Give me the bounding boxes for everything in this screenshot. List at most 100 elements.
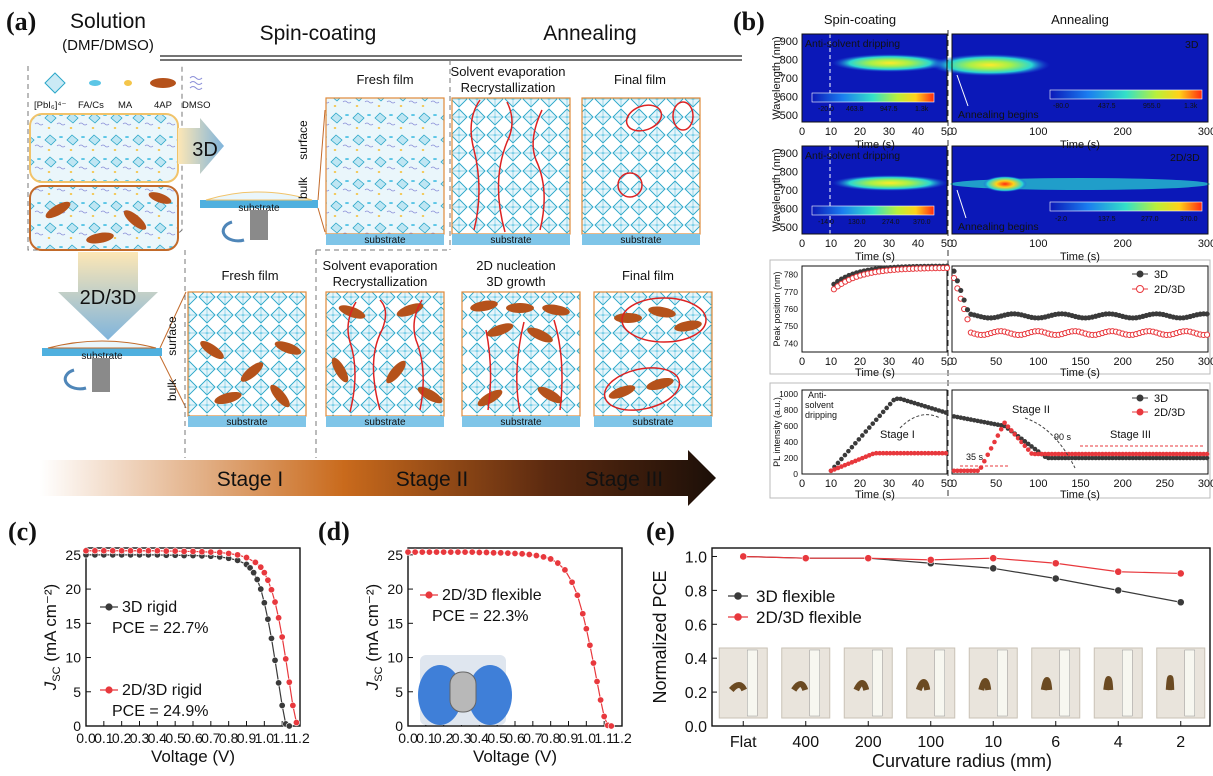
bend-ruler-3 — [934, 649, 945, 717]
spin-coater-3d: substrate — [200, 109, 326, 243]
pl-point-2d3d — [1009, 428, 1014, 433]
panel-d-label: (d) — [318, 517, 350, 546]
plot-d-point — [497, 549, 505, 557]
row2-nuc-substrate — [462, 416, 580, 427]
plot-c-point — [118, 547, 126, 555]
pl-point-2d3d — [915, 450, 921, 456]
pl-point-3d — [1130, 455, 1136, 461]
peak-point-2d3d — [1203, 331, 1211, 338]
e-xlabel: Curvature radius (mm) — [872, 751, 1052, 771]
row1-evap-title-1: Solvent evaporation — [451, 64, 566, 79]
pl-point-2d3d — [870, 451, 876, 457]
map1-anneal-emission — [930, 54, 1050, 76]
pl-point-2d3d — [1039, 451, 1045, 457]
plot-c-ytick-label: 15 — [65, 615, 81, 631]
e-xtick-label: 100 — [917, 734, 944, 751]
legend-facs: FA/Cs — [78, 100, 104, 111]
map2-spin-xlabel: Time (s) — [855, 251, 895, 263]
map2-cbl-0: -14.0 — [818, 219, 834, 226]
row1-surface-label: surface — [296, 120, 310, 160]
plot-d-point — [454, 548, 462, 556]
peak-point-3d — [1204, 311, 1210, 317]
pl-90s: 90 s — [1054, 432, 1072, 442]
plot-c-point — [246, 564, 254, 572]
plot-c-point — [271, 656, 279, 664]
plot-c-ytick-label: 10 — [65, 650, 81, 666]
map1-ytick: 700 — [780, 73, 798, 85]
plot-c-ytick-label: 25 — [65, 547, 81, 563]
pl-point-2d3d — [856, 457, 862, 462]
map1-cbl-3: 1.3k — [915, 106, 929, 113]
plot-c-legend-name: 3D rigid — [122, 599, 177, 616]
pl-spin-xlabel: Time (s) — [855, 489, 895, 501]
plot-c-point — [260, 569, 268, 577]
map2-ytick: 800 — [780, 167, 798, 179]
e-point — [1176, 569, 1185, 578]
map2-spin-xtick: 10 — [825, 238, 837, 250]
pl-35s: 35 s — [966, 452, 984, 462]
bent-device — [449, 671, 477, 713]
peak-points — [830, 263, 1211, 339]
pl-point-2d3d — [1032, 451, 1038, 457]
row1-evap-title-2: Recrystallization — [461, 80, 556, 95]
plot-c-point — [285, 678, 293, 686]
pl-point-2d3d — [842, 462, 848, 468]
plot-c-point — [257, 563, 265, 571]
map1-cbr-1: 437.5 — [1098, 103, 1116, 110]
pl-legend-2d3d: 2D/3D — [1154, 407, 1185, 419]
map1-colorbar-right-ticks: -80.0 437.5 955.0 1.3k — [1053, 103, 1198, 110]
map2-spin-xtick: 30 — [883, 238, 895, 250]
pl-point-2d3d — [1177, 451, 1183, 457]
e-point — [801, 554, 810, 563]
plot-d-point — [504, 549, 512, 557]
pl-point-2d3d — [1150, 451, 1156, 457]
pl-point-3d — [1073, 455, 1078, 461]
pl-point-2d3d — [839, 464, 844, 469]
pl-point-3d — [943, 410, 949, 415]
pl-point-2d3d — [884, 450, 889, 456]
pl-point-3d — [919, 402, 924, 408]
pl-point-3d — [1143, 455, 1149, 461]
bend-ruler-7 — [1184, 649, 1195, 717]
header-spin-coating: Spin-coating — [260, 22, 377, 45]
legend-ma: MA — [118, 100, 133, 111]
e-series-line — [743, 555, 1181, 575]
pl-stage2: Stage II — [1012, 404, 1050, 416]
map1-ytick: 600 — [780, 92, 798, 104]
plot-c-legend-pce: PCE = 22.7% — [112, 620, 209, 637]
pl-point-2d3d — [1184, 451, 1190, 457]
pl-spin-xtick: 30 — [883, 478, 895, 490]
pl-point-2d3d — [1106, 451, 1112, 457]
pl-point-3d — [1133, 455, 1139, 461]
pl-point-3d — [915, 401, 921, 407]
map1-anneal-xlabel: Time (s) — [1060, 139, 1100, 151]
bend-photo-5 — [1031, 647, 1081, 719]
bend-photo-3 — [906, 647, 956, 719]
bend-sample-7 — [1165, 675, 1175, 691]
pl-point-3d — [842, 452, 848, 458]
pl-point-3d — [1187, 455, 1193, 461]
bend-photo-2 — [843, 647, 893, 719]
peak-point-2d3d — [943, 264, 951, 272]
row1-final-defect-2 — [672, 101, 694, 131]
pl-intensity-plot: 3D 2D/3D Anti- solvent dripping Stage I … — [805, 390, 1210, 474]
pl-point-2d3d — [1022, 443, 1028, 449]
pl-point-2d3d — [919, 450, 924, 456]
plot-c-point — [275, 614, 283, 622]
pl-point-2d3d — [1140, 451, 1146, 457]
row1-fresh-film — [325, 97, 445, 235]
plot-c-point — [278, 633, 286, 641]
pl-anneal-xtick: 100 — [1029, 478, 1047, 490]
row2-evap-substrate-text: substrate — [364, 417, 406, 428]
stage-3: Stage III — [585, 468, 663, 491]
pl-anneal-xtick: 300 — [1198, 478, 1213, 490]
plot-d-point — [589, 659, 597, 667]
panel-b: (b) Spin-coating Annealing Anti-solvent … — [733, 7, 1213, 501]
pl-point-2d3d — [901, 450, 907, 456]
plot-c-point — [285, 722, 293, 730]
bend-sample-0 — [728, 682, 748, 693]
row2-final-substrate — [594, 416, 712, 427]
map1-colorbar-left-ticks: -20.0 463.8 947.5 1.3k — [818, 106, 929, 113]
pl-point-2d3d — [835, 465, 841, 471]
e-ylabel: Normalized PCE — [650, 570, 670, 703]
